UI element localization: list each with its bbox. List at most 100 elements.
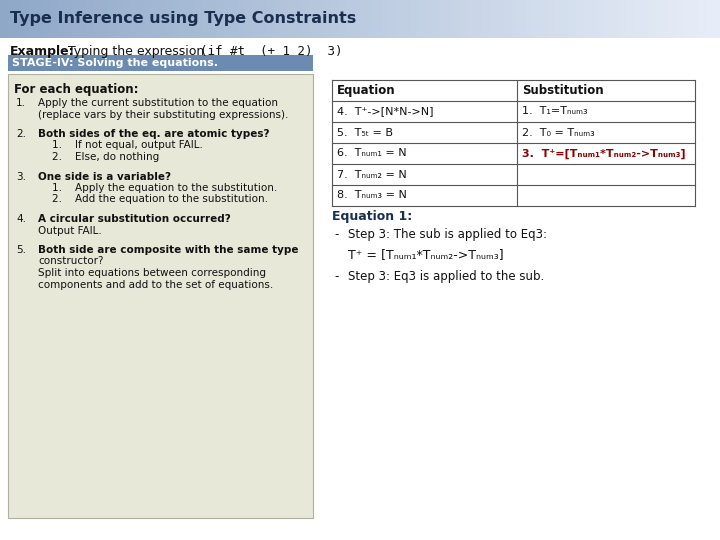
- Bar: [598, 0, 606, 38]
- Text: Example:: Example:: [10, 45, 75, 58]
- Text: Type Inference using Type Constraints: Type Inference using Type Constraints: [10, 11, 356, 26]
- Bar: [72, 0, 80, 38]
- Bar: [58, 0, 66, 38]
- Bar: [684, 0, 692, 38]
- Text: Output FAIL.: Output FAIL.: [38, 226, 102, 235]
- Bar: [504, 0, 512, 38]
- Bar: [367, 0, 375, 38]
- Bar: [230, 0, 238, 38]
- Bar: [7, 0, 15, 38]
- Bar: [22, 0, 30, 38]
- Bar: [266, 0, 274, 38]
- Bar: [130, 0, 138, 38]
- Bar: [706, 0, 714, 38]
- Bar: [691, 0, 699, 38]
- Bar: [425, 0, 433, 38]
- Bar: [43, 0, 51, 38]
- Bar: [331, 0, 339, 38]
- Bar: [396, 0, 404, 38]
- Bar: [554, 0, 562, 38]
- Bar: [151, 0, 159, 38]
- Bar: [662, 0, 670, 38]
- Bar: [547, 0, 555, 38]
- Bar: [94, 0, 102, 38]
- Bar: [122, 0, 130, 38]
- Bar: [14, 0, 22, 38]
- Text: 1.  T₁=Tₙᵤₘ₃: 1. T₁=Tₙᵤₘ₃: [522, 106, 588, 117]
- Bar: [439, 0, 447, 38]
- Bar: [432, 0, 440, 38]
- Bar: [655, 0, 663, 38]
- Text: 4.  T⁺->[N*N->N]: 4. T⁺->[N*N->N]: [337, 106, 433, 117]
- Bar: [245, 0, 253, 38]
- Bar: [0, 0, 8, 38]
- Bar: [461, 0, 469, 38]
- Bar: [317, 0, 325, 38]
- Text: A circular substitution occurred?: A circular substitution occurred?: [38, 214, 230, 224]
- Text: 5.: 5.: [16, 245, 26, 255]
- Bar: [288, 0, 296, 38]
- Bar: [202, 0, 210, 38]
- Text: 3.  T⁺=[Tₙᵤₘ₁*Tₙᵤₘ₂->Tₙᵤₘ₃]: 3. T⁺=[Tₙᵤₘ₁*Tₙᵤₘ₂->Tₙᵤₘ₃]: [522, 148, 685, 159]
- Bar: [641, 0, 649, 38]
- Bar: [403, 0, 411, 38]
- Bar: [295, 0, 303, 38]
- Bar: [511, 0, 519, 38]
- Bar: [569, 0, 577, 38]
- Bar: [648, 0, 656, 38]
- Text: 3.: 3.: [16, 172, 26, 181]
- Bar: [180, 0, 188, 38]
- Bar: [115, 0, 123, 38]
- Text: Substitution: Substitution: [522, 84, 603, 97]
- Bar: [8, 74, 313, 518]
- Bar: [86, 0, 94, 38]
- Bar: [158, 0, 166, 38]
- Bar: [533, 0, 541, 38]
- Bar: [101, 0, 109, 38]
- Bar: [324, 0, 332, 38]
- Bar: [475, 0, 483, 38]
- Bar: [418, 0, 426, 38]
- Bar: [252, 0, 260, 38]
- Bar: [605, 0, 613, 38]
- Text: -: -: [334, 228, 338, 241]
- Bar: [209, 0, 217, 38]
- Bar: [374, 0, 382, 38]
- Bar: [454, 0, 462, 38]
- Bar: [29, 0, 37, 38]
- Bar: [410, 0, 418, 38]
- Bar: [223, 0, 231, 38]
- Bar: [238, 0, 246, 38]
- Bar: [194, 0, 202, 38]
- Bar: [497, 0, 505, 38]
- Text: One side is a variable?: One side is a variable?: [38, 172, 171, 181]
- Bar: [36, 0, 44, 38]
- Bar: [346, 0, 354, 38]
- Text: Step 3: The sub is applied to Eq3:: Step 3: The sub is applied to Eq3:: [348, 228, 547, 241]
- Text: 2.    Else, do nothing: 2. Else, do nothing: [52, 152, 159, 162]
- Bar: [274, 0, 282, 38]
- Text: (replace vars by their substituting expressions).: (replace vars by their substituting expr…: [38, 110, 289, 119]
- Text: 6.  Tₙᵤₘ₁ = N: 6. Tₙᵤₘ₁ = N: [337, 148, 407, 159]
- Bar: [583, 0, 591, 38]
- Text: (if #t  (+ 1 2)  3): (if #t (+ 1 2) 3): [200, 45, 343, 58]
- Bar: [166, 0, 174, 38]
- Bar: [65, 0, 73, 38]
- Bar: [108, 0, 116, 38]
- Text: 8.  Tₙᵤₘ₃ = N: 8. Tₙᵤₘ₃ = N: [337, 191, 407, 200]
- Text: 2.    Add the equation to the substitution.: 2. Add the equation to the substitution.: [52, 194, 268, 205]
- Text: -: -: [334, 270, 338, 283]
- Bar: [446, 0, 454, 38]
- Text: Both side are composite with the same type: Both side are composite with the same ty…: [38, 245, 299, 255]
- Bar: [540, 0, 548, 38]
- Text: For each equation:: For each equation:: [14, 83, 138, 96]
- Text: 1.    Apply the equation to the substitution.: 1. Apply the equation to the substitutio…: [52, 183, 277, 193]
- Bar: [302, 0, 310, 38]
- Text: Typing the expression: Typing the expression: [68, 45, 204, 58]
- Bar: [634, 0, 642, 38]
- Bar: [576, 0, 584, 38]
- Text: STAGE-IV: Solving the equations.: STAGE-IV: Solving the equations.: [12, 58, 218, 68]
- Bar: [79, 0, 87, 38]
- Bar: [187, 0, 195, 38]
- Bar: [612, 0, 620, 38]
